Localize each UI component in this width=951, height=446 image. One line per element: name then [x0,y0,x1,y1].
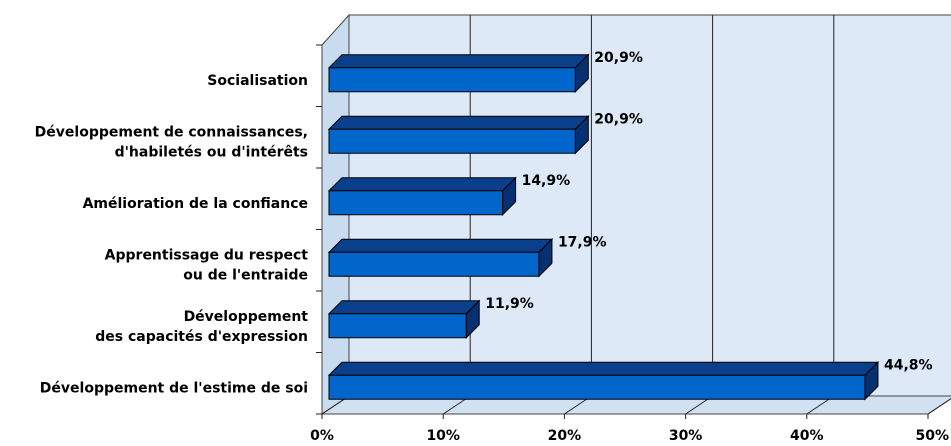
x-tick-label: 0% [310,428,334,444]
category-label: Développement de connaissances, d'habilet… [35,124,308,160]
chart-walls [320,13,951,415]
bar-top [327,115,590,130]
bar-front [328,313,467,339]
data-label: 44,8% [884,357,933,373]
bar [327,299,481,339]
category-label: Socialisation [207,73,308,89]
data-label: 14,9% [522,173,571,189]
category-labels: Socialisation Développement de connaissan… [35,73,309,397]
bar [327,361,880,401]
category-label: Amélioration de la confiance [83,196,308,212]
bar-top [327,361,880,376]
x-tick-label: 50% [915,428,949,444]
data-label: 20,9% [594,50,643,66]
bar-top [327,177,517,192]
category-label: Apprentissage du respect ou de l'entraide [105,247,309,283]
bar [327,176,517,216]
bar-front [328,128,576,154]
category-label: Développement de l'estime de soi [40,380,308,396]
x-tick-label: 30% [669,428,703,444]
data-label: 17,9% [558,234,607,250]
bar-top [327,300,481,315]
data-label: 20,9% [594,111,643,127]
bar-front [328,374,866,400]
x-tick-labels: 0% 10% 20% 30% 40% 50% [310,428,949,444]
x-tick-label: 10% [426,428,460,444]
x-tick-label: 20% [548,428,582,444]
data-label: 11,9% [485,296,534,312]
bar-top [327,54,590,69]
bars: 20,9% 20,9% 14,9% 17,9% 11,9% 44,8% [327,50,933,401]
category-label: Développement des capacités d'expression [95,309,308,345]
bar-front [328,251,540,277]
bar [327,53,590,93]
bar-front [328,67,576,93]
bar [327,115,590,155]
bar [327,238,554,278]
x-tick-label: 40% [790,428,824,444]
bar-top [327,238,554,253]
bar-front [328,190,504,216]
